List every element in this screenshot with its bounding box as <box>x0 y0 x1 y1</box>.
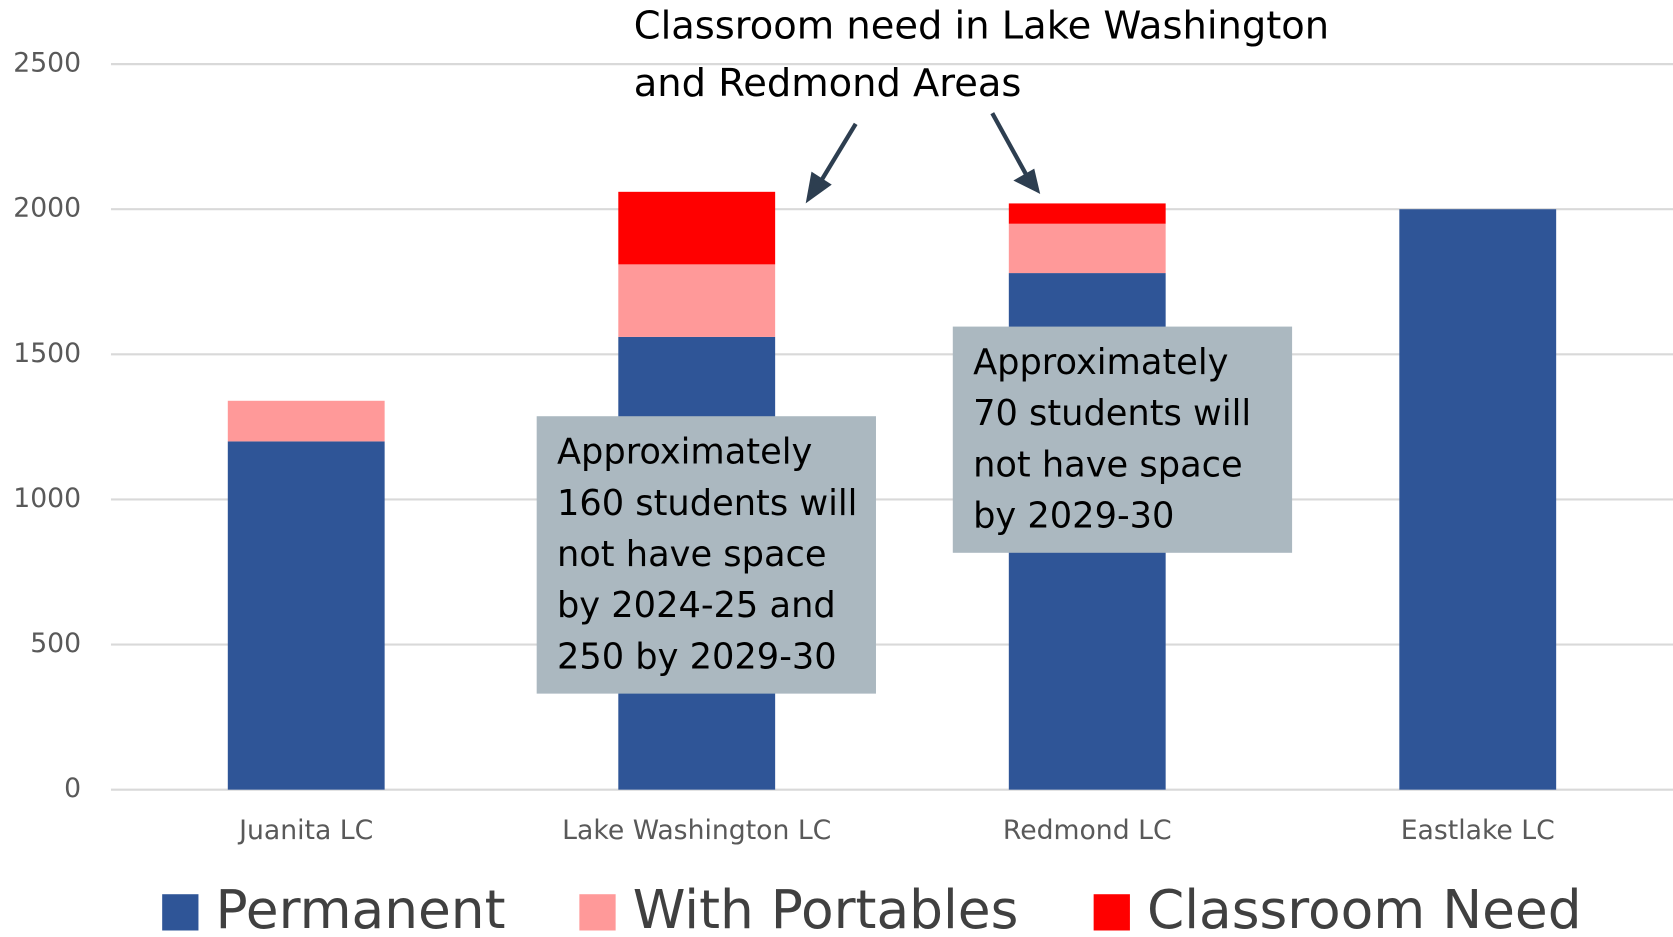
arrow <box>990 112 1029 177</box>
arrows <box>805 112 1041 204</box>
x-tick-label: Lake Washington LC <box>562 815 831 846</box>
callout-box <box>952 326 1293 553</box>
x-tick-label: Redmond LC <box>1003 815 1172 846</box>
x-tick-label: Juanita LC <box>237 815 373 846</box>
arrow-head <box>805 171 832 204</box>
y-tick-label: 1500 <box>13 338 81 369</box>
bar-segment <box>618 191 776 265</box>
bar-segment <box>1008 223 1166 274</box>
y-tick-label: 1000 <box>13 483 81 514</box>
callout-text: not have space <box>557 534 827 575</box>
x-tick-label: Eastlake LC <box>1401 815 1555 846</box>
bar-segment <box>1399 209 1557 790</box>
legend-swatch <box>1093 894 1130 931</box>
bar-segment <box>227 441 385 790</box>
callout-text: by 2029-30 <box>973 496 1174 537</box>
callout-text: Approximately <box>557 432 812 473</box>
legend-label: Classroom Need <box>1147 878 1582 937</box>
y-tick-label: 0 <box>64 773 81 804</box>
y-tick-label: 2000 <box>13 193 81 224</box>
annotation-title: and Redmond Areas <box>634 61 1022 106</box>
y-tick-label: 500 <box>30 628 81 659</box>
callout-box <box>536 416 876 694</box>
callout-text: not have space <box>973 444 1243 485</box>
callout-text: Approximately <box>973 342 1228 383</box>
legend-swatch <box>162 894 199 931</box>
callout-text: 70 students will <box>973 393 1251 434</box>
bar-segment <box>1008 203 1166 224</box>
y-tick-label: 2500 <box>13 48 81 79</box>
callout-text: 160 students will <box>557 483 857 524</box>
annotation-title: Classroom need in Lake Washington <box>634 3 1329 48</box>
legend-swatch <box>579 894 616 931</box>
callout-text: by 2024-25 and <box>557 585 836 626</box>
legend-label: Permanent <box>216 878 506 937</box>
bar-segment <box>618 264 776 337</box>
bar-segment <box>227 400 385 442</box>
arrow <box>817 122 858 185</box>
callout-text: 250 by 2029-30 <box>557 636 837 677</box>
legend-label: With Portables <box>633 878 1019 937</box>
arrow-head <box>1013 168 1041 194</box>
